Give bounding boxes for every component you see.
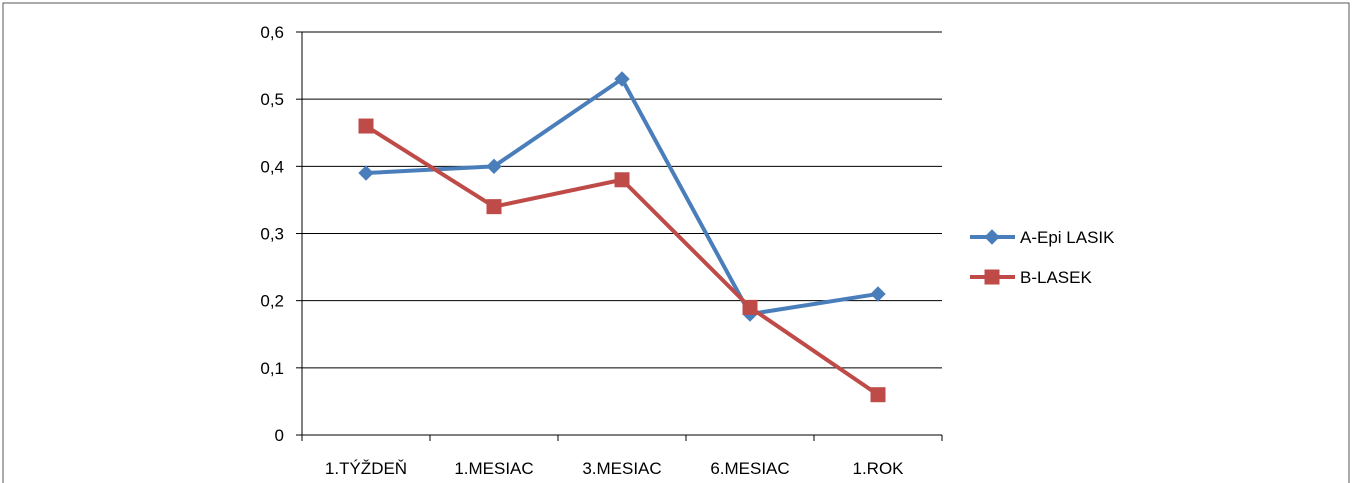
data-point — [614, 71, 630, 87]
legend-label: B-LASEK — [1020, 268, 1092, 287]
x-tick-label: 1.ROK — [852, 459, 904, 478]
x-ticks: 1.TÝŽDEŇ 1.MESIAC 3.MESIAC 6.MESIAC 1.ROK — [301, 435, 943, 478]
series-2 — [358, 118, 886, 403]
y-tick-label: 0,4 — [260, 157, 284, 176]
x-tick-label: 3.MESIAC — [582, 459, 661, 478]
x-tick-label: 1.TÝŽDEŇ — [325, 459, 407, 478]
legend-label: A-Epi LASIK — [1020, 228, 1115, 247]
legend-marker — [984, 229, 1000, 245]
y-tick-label: 0,6 — [260, 23, 284, 42]
data-point — [358, 165, 374, 181]
series-layer — [358, 71, 886, 403]
y-tick-label: 0,3 — [260, 225, 284, 244]
data-point — [486, 199, 502, 215]
x-tick-label: 1.MESIAC — [454, 459, 533, 478]
y-tick-label: 0,1 — [260, 359, 284, 378]
legend: A-Epi LASIK B-LASEK — [970, 228, 1115, 287]
y-tick-label: 0,5 — [260, 90, 284, 109]
y-tick-label: 0,2 — [260, 292, 284, 311]
legend-item: A-Epi LASIK — [970, 228, 1115, 247]
data-point — [870, 387, 886, 403]
data-point — [870, 286, 886, 302]
data-point — [742, 299, 758, 315]
y-tick-label: 0 — [275, 426, 284, 445]
data-point — [614, 172, 630, 188]
data-point — [486, 158, 502, 175]
y-ticks: 0 0,1 0,2 0,3 0,4 0,5 0,6 — [260, 23, 302, 445]
x-tick-label: 6.MESIAC — [710, 459, 789, 478]
legend-marker — [984, 269, 1000, 285]
legend-item: B-LASEK — [970, 268, 1092, 287]
data-point — [358, 118, 374, 134]
